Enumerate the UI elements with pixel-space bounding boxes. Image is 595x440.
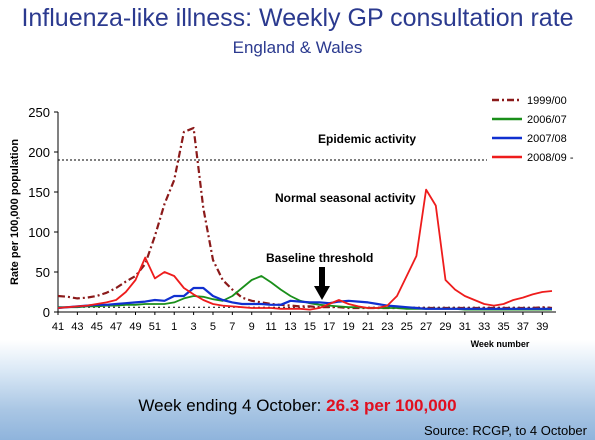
source-note: Source: RCGP, to 4 October	[423, 423, 587, 438]
epidemic-activity-label: Epidemic activity	[318, 132, 416, 146]
normal-activity-label: Normal seasonal activity	[275, 191, 416, 205]
x-tick-label: 3	[191, 321, 197, 333]
legend-label: 2008/09 -	[527, 152, 574, 164]
chart-title: Influenza-like illness: Weekly GP consul…	[21, 4, 574, 32]
x-tick-label: 1	[171, 321, 177, 333]
x-tick-label: 5	[210, 321, 216, 333]
x-tick-label: 33	[478, 321, 490, 333]
y-tick-label: 200	[28, 145, 50, 160]
globe-background	[0, 340, 595, 440]
baseline-arrow-shaft	[319, 267, 325, 287]
week-ending-label: Week ending 4 October:	[138, 396, 327, 415]
x-tick-label: 15	[304, 321, 316, 333]
series-line-200607	[58, 275, 552, 311]
x-tick-label: 27	[420, 321, 432, 333]
x-tick-label: 7	[229, 321, 235, 333]
x-tick-label: 31	[459, 321, 471, 333]
x-tick-label: 25	[401, 321, 413, 333]
y-tick-label: 150	[28, 185, 50, 200]
x-tick-label: 11	[265, 321, 276, 333]
y-tick-label: 100	[28, 225, 50, 240]
x-tick-label: 45	[91, 321, 103, 333]
x-axis-label: Week number	[471, 339, 530, 349]
x-tick-label: 41	[52, 321, 64, 333]
x-tick-label: 17	[323, 321, 335, 333]
series-line-200809	[57, 188, 553, 311]
y-tick-label: 50	[36, 265, 50, 280]
x-tick-label: 35	[497, 321, 509, 333]
week-ending-value: 26.3 per 100,000	[326, 396, 457, 415]
y-tick-label: 0	[43, 305, 50, 320]
chart-subtitle: England & Wales	[232, 38, 363, 57]
x-tick-label: 23	[381, 321, 393, 333]
legend-label: 2007/08	[527, 133, 567, 145]
series-line-199900	[57, 126, 553, 310]
baseline-arrow-head	[314, 286, 330, 300]
x-tick-label: 21	[362, 321, 374, 333]
x-tick-label: 13	[284, 321, 296, 333]
x-tick-label: 49	[129, 321, 141, 333]
baseline-threshold-label: Baseline threshold	[266, 251, 373, 265]
x-tick-label: 29	[439, 321, 451, 333]
x-tick-label: 47	[110, 321, 122, 333]
x-tick-label: 9	[249, 321, 255, 333]
series-line-200708	[57, 286, 552, 310]
legend-label: 1999/00	[527, 95, 567, 107]
x-tick-label: 43	[71, 321, 83, 333]
y-axis-label: Rate per 100,000 population	[9, 139, 21, 285]
x-tick-label: 51	[149, 321, 161, 333]
legend-label: 2006/07	[527, 114, 567, 126]
x-tick-label: 39	[536, 321, 548, 333]
x-tick-label: 37	[517, 321, 529, 333]
x-tick-label: 19	[342, 321, 354, 333]
y-tick-label: 250	[28, 105, 50, 120]
week-ending-line: Week ending 4 October: 26.3 per 100,000	[0, 396, 595, 416]
